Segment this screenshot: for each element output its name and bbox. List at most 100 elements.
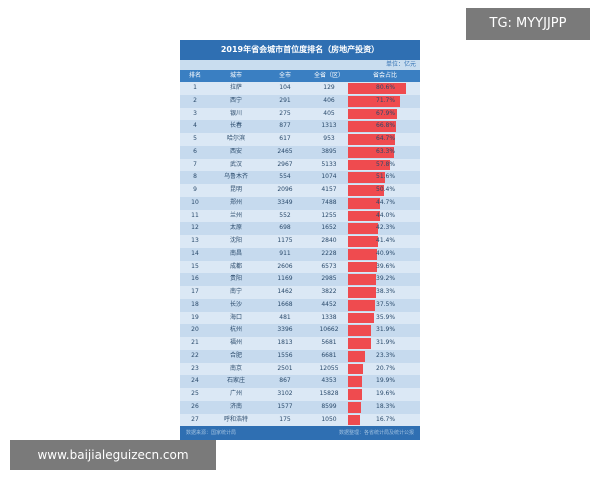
province-investment-cell: 1255: [321, 211, 337, 219]
city-cell: 合肥: [229, 351, 242, 359]
city-investment-cell: 291: [279, 96, 291, 104]
city-cell: 杭州: [229, 326, 242, 334]
city-cell: 哈尔滨: [226, 135, 245, 142]
table-row: 5 哈尔滨 617 953 64.7%: [180, 133, 420, 146]
city-investment-cell: 3102: [277, 390, 293, 397]
share-bar: [348, 389, 363, 400]
rank-cell: 11: [191, 211, 199, 219]
table-row: 6 西安 2465 3895 63.3%: [180, 145, 420, 159]
unit-label: 单位：亿元: [385, 61, 416, 68]
city-investment-cell: 698: [279, 224, 291, 232]
share-label: 19.9%: [376, 377, 396, 385]
city-investment-cell: 877: [279, 122, 291, 130]
city-investment-cell: 2096: [277, 186, 293, 193]
rank-cell: 27: [191, 415, 199, 423]
city-investment-cell: 2501: [277, 364, 293, 372]
rank-cell: 1: [193, 84, 197, 91]
share-bar: [348, 197, 381, 209]
city-cell: 西安: [229, 147, 242, 155]
table-row: 23 南京 2501 12055 20.7%: [180, 362, 420, 376]
share-label: 39.2%: [376, 275, 396, 283]
share-label: 42.3%: [376, 224, 396, 232]
share-label: 35.9%: [376, 313, 396, 321]
ranking-table-card: 2019年省会城市首位度排名（房地产投资） 单位：亿元 排名 城市 全市 全省（…: [180, 40, 420, 440]
share-bar: [348, 146, 394, 158]
city-investment-cell: 554: [279, 173, 291, 181]
share-bar: [348, 312, 374, 324]
city-investment-cell: 1556: [277, 351, 293, 359]
share-label: 44.0%: [376, 211, 396, 219]
share-bar: [348, 185, 385, 196]
city-investment-cell: 1813: [277, 339, 293, 346]
rank-cell: 2: [193, 96, 197, 104]
share-bar: [348, 287, 376, 298]
table-row: 2 西宁 291 406 71.7%: [180, 94, 420, 108]
share-label: 40.9%: [376, 249, 396, 257]
province-investment-cell: 2840: [321, 237, 337, 244]
rank-cell: 25: [191, 390, 199, 397]
province-investment-cell: 4157: [321, 186, 337, 193]
table-row: 18 长沙 1668 4452 37.5%: [180, 298, 420, 312]
table-row: 22 合肥 1556 6681 23.3%: [180, 349, 420, 363]
city-cell: 南京: [229, 364, 242, 372]
table-row: 14 南昌 911 2228 40.9%: [180, 247, 420, 261]
share-label: 66.8%: [376, 122, 396, 130]
city-investment-cell: 3396: [277, 326, 293, 334]
share-label: 63.3%: [376, 147, 396, 155]
share-label: 18.3%: [376, 402, 396, 410]
table-body: 1 拉萨 104 129 80.6% 2 西宁 291 406 71.7% 3 银川 275 405 67.…: [180, 82, 420, 427]
share-bar: [348, 350, 365, 362]
province-investment-cell: 1050: [321, 415, 337, 423]
table-row: 11 兰州 552 1255 44.0%: [180, 209, 420, 223]
province-investment-cell: 15828: [319, 390, 339, 397]
header-province-investment: 全省（区）: [313, 72, 344, 79]
rank-cell: 9: [193, 186, 197, 193]
share-bar: [348, 299, 375, 311]
city-cell: 沈阳: [229, 237, 242, 244]
city-investment-cell: 617: [279, 135, 291, 142]
city-cell: 贵阳: [229, 275, 242, 283]
share-bar: [348, 108, 397, 120]
province-investment-cell: 6681: [321, 351, 337, 359]
city-investment-cell: 2606: [277, 262, 293, 270]
city-cell: 拉萨: [229, 84, 242, 91]
rank-cell: 6: [193, 147, 197, 155]
share-label: 50.4%: [376, 186, 396, 193]
share-label: 31.9%: [376, 339, 396, 346]
table-row: 9 昆明 2096 4157 50.4%: [180, 184, 420, 197]
province-investment-cell: 4452: [321, 300, 337, 308]
city-cell: 武汉: [229, 160, 242, 168]
share-label: 67.9%: [376, 109, 396, 117]
rank-cell: 12: [191, 224, 199, 232]
share-bar: [348, 338, 371, 349]
province-investment-cell: 406: [323, 96, 335, 104]
table-header: 排名 城市 全市 全省（区） 省会占比: [180, 70, 420, 82]
share-label: 64.7%: [376, 135, 396, 142]
header-city: 城市: [229, 72, 242, 79]
share-label: 51.6%: [376, 173, 396, 181]
province-investment-cell: 1313: [321, 122, 337, 130]
city-cell: 成都: [229, 262, 242, 270]
share-label: 16.7%: [376, 415, 396, 423]
city-cell: 呼和浩特: [223, 415, 248, 423]
city-cell: 兰州: [229, 211, 242, 219]
share-label: 20.7%: [376, 364, 396, 372]
table-title: 2019年省会城市首位度排名（房地产投资）: [220, 45, 380, 54]
share-label: 80.6%: [376, 84, 396, 91]
city-investment-cell: 867: [279, 377, 291, 385]
province-investment-cell: 1652: [321, 224, 337, 232]
rank-cell: 10: [191, 198, 199, 206]
city-investment-cell: 2465: [277, 147, 293, 155]
share-label: 41.4%: [376, 237, 396, 244]
share-bar: [348, 261, 377, 273]
province-investment-cell: 1074: [321, 173, 337, 181]
province-investment-cell: 2985: [321, 275, 337, 283]
share-label: 57.8%: [376, 160, 396, 168]
city-cell: 南宁: [229, 288, 242, 295]
city-cell: 南昌: [229, 249, 242, 257]
table-row: 16 贵阳 1169 2985 39.2%: [180, 273, 420, 286]
share-bar: [348, 363, 363, 375]
city-investment-cell: 104: [279, 84, 291, 91]
share-bar: [348, 376, 363, 387]
city-cell: 广州: [229, 390, 242, 397]
